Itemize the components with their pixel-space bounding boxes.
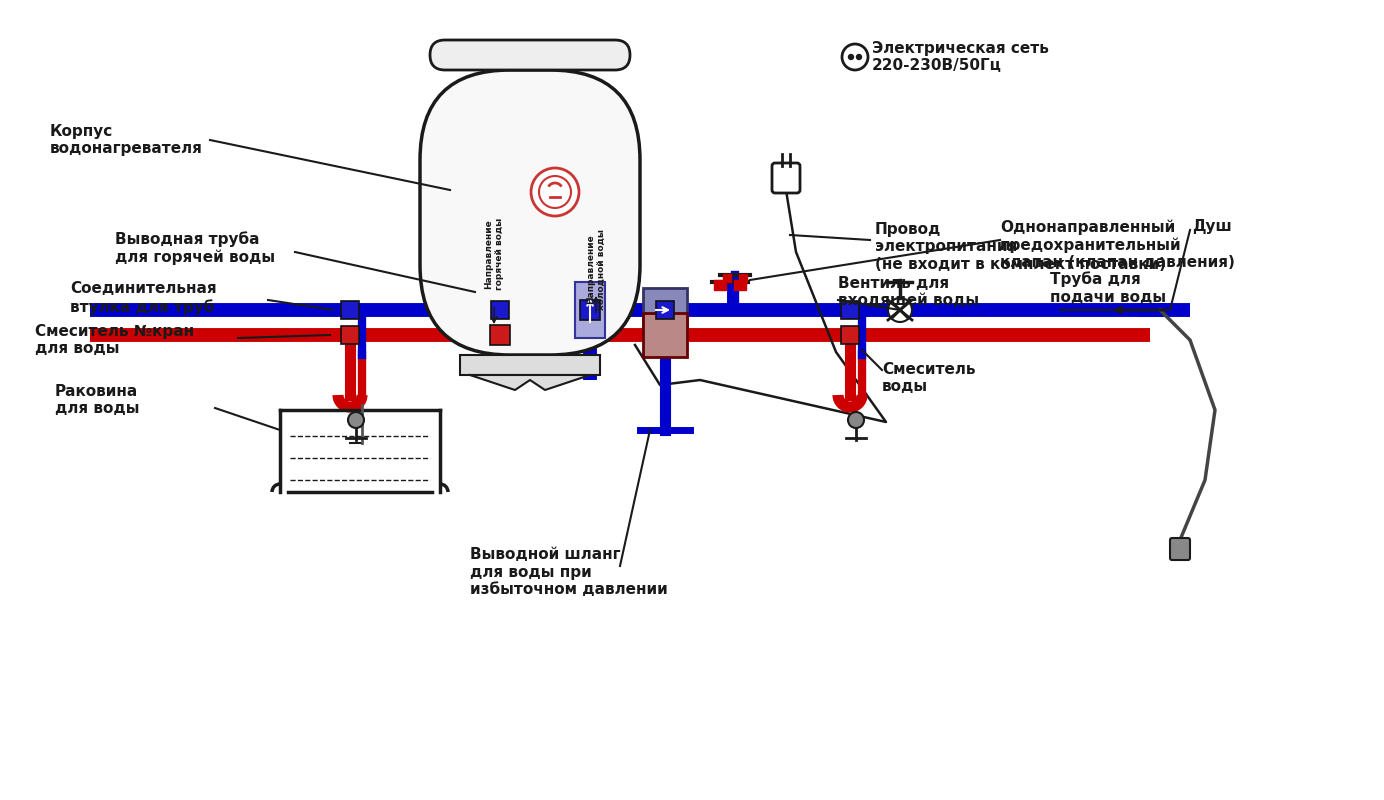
- Circle shape: [347, 412, 364, 428]
- Text: Направление
горячей воды: Направление горячей воды: [484, 218, 504, 290]
- Bar: [340, 301, 358, 319]
- Bar: [459, 355, 601, 375]
- Circle shape: [848, 412, 864, 428]
- Text: Выводной шланг
для воды при
избыточном давлении: Выводной шланг для воды при избыточном д…: [471, 547, 667, 597]
- FancyBboxPatch shape: [1169, 538, 1190, 560]
- Polygon shape: [471, 375, 590, 390]
- FancyBboxPatch shape: [419, 70, 639, 355]
- Bar: [739, 274, 747, 282]
- Text: Душ: Душ: [1192, 218, 1232, 234]
- Text: Однонаправленный
предохранительный
клапан (клапан давления): Однонаправленный предохранительный клапа…: [1001, 219, 1235, 270]
- FancyBboxPatch shape: [430, 40, 630, 70]
- Circle shape: [538, 176, 572, 208]
- Circle shape: [841, 44, 868, 70]
- Bar: [714, 280, 727, 290]
- Circle shape: [531, 168, 579, 216]
- Bar: [722, 274, 731, 282]
- Text: Смеситель №кран
для воды: Смеситель №кран для воды: [35, 324, 194, 356]
- Bar: [340, 326, 358, 344]
- Circle shape: [857, 54, 861, 59]
- Bar: [491, 326, 509, 344]
- Bar: [491, 301, 509, 319]
- Bar: [580, 300, 601, 320]
- Text: Электрическая сеть
220-230В/50Гц: Электрическая сеть 220-230В/50Гц: [872, 41, 1049, 74]
- Circle shape: [889, 298, 912, 322]
- Text: Смеситель
воды: Смеситель воды: [882, 362, 976, 394]
- Circle shape: [848, 54, 854, 59]
- Bar: [644, 288, 686, 332]
- Text: Соединительная
втулка для труб: Соединительная втулка для труб: [71, 282, 217, 314]
- Bar: [490, 325, 509, 345]
- Bar: [656, 301, 674, 319]
- Text: Корпус
водонагревателя: Корпус водонагревателя: [50, 124, 203, 156]
- Bar: [644, 313, 686, 357]
- Text: Провод
электропитания
(не входит в комплект поставки): Провод электропитания (не входит в компл…: [875, 222, 1165, 272]
- Text: Труба для
подачи воды: Труба для подачи воды: [1050, 271, 1167, 305]
- Text: Выводная труба
для горячей воды: Выводная труба для горячей воды: [115, 231, 275, 265]
- Text: Вентиль для
входящей воды: Вентиль для входящей воды: [837, 276, 978, 308]
- Text: Направление
холодной воды: Направление холодной воды: [587, 229, 606, 310]
- Bar: [574, 282, 605, 338]
- Bar: [734, 280, 746, 290]
- FancyBboxPatch shape: [772, 163, 800, 193]
- Text: Раковина
для воды: Раковина для воды: [55, 384, 140, 416]
- Bar: [841, 301, 859, 319]
- Bar: [841, 326, 859, 344]
